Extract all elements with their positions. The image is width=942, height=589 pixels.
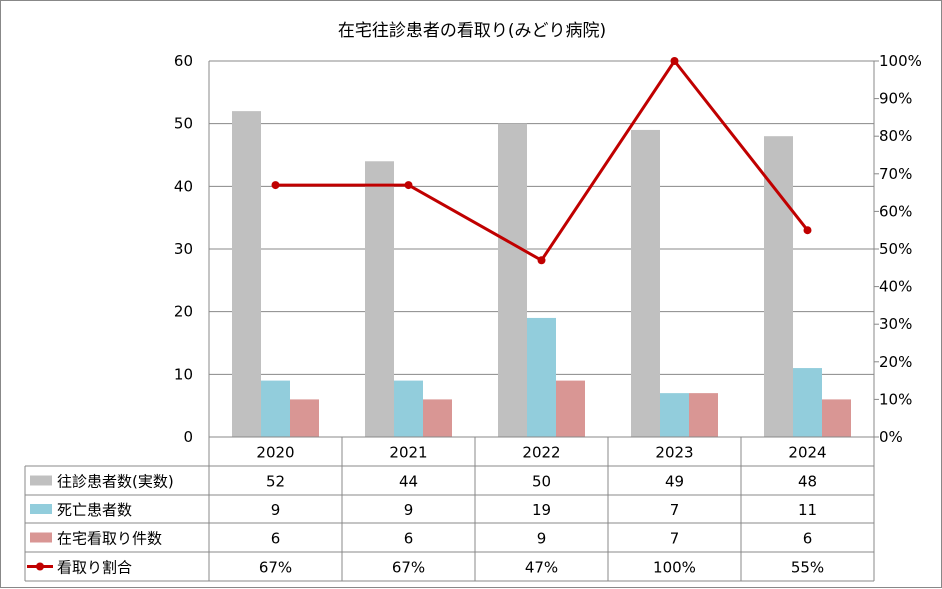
table-cell-value: 9: [404, 501, 414, 519]
table-cell-value: 19: [532, 501, 551, 519]
y-left-tick-label: 50: [174, 115, 193, 133]
bar-死亡患者数-2024: [793, 368, 822, 437]
category-label: 2022: [522, 444, 560, 462]
table-cell-value: 44: [399, 473, 418, 491]
ratio-line-path: [275, 59, 809, 262]
y-right-tick-label: 10%: [879, 390, 912, 408]
table-cell-value: 47%: [525, 559, 558, 577]
legend-key-marker: [36, 562, 44, 571]
bar-往診患者数(実数)-2021: [365, 161, 394, 437]
ratio-point-2020: [271, 181, 280, 190]
y-right-tick-label: 0%: [879, 428, 903, 446]
table-cell-value: 9: [537, 530, 547, 548]
table-cell-value: 55%: [791, 559, 824, 577]
legend-key-死亡患者数: [30, 504, 52, 514]
y-right-tick-label: 50%: [879, 240, 912, 258]
table-cell-value: 7: [670, 530, 680, 548]
chart-title: 在宅往診患者の看取り(みどり病院): [338, 21, 606, 41]
bar-往診患者数(実数)-2022: [498, 123, 527, 438]
ratio-point-2022: [537, 256, 546, 265]
axes: 0 10 20 30 40 50 60 0% 10% 20% 30% 40% 50% 60% 70% 80% 9…: [174, 52, 922, 446]
legend-key-往診患者数(実数): [30, 475, 52, 486]
ratio-line: [271, 57, 812, 265]
bar-在宅看取り件数-2021: [423, 399, 452, 437]
table-cell-value: 50: [532, 473, 551, 491]
category-label: 2024: [788, 444, 826, 462]
y-right-tick-label: 20%: [879, 353, 912, 371]
bars: [232, 111, 851, 438]
y-left-tick-label: 60: [174, 52, 193, 70]
y-left-tick-label: 40: [174, 177, 193, 195]
ratio-point-2023: [670, 57, 679, 65]
ratio-point-2021: [404, 181, 413, 190]
legend-label: 看取り割合: [57, 559, 132, 577]
table-cell-value: 67%: [259, 559, 292, 577]
y-left-tick-label: 10: [174, 365, 193, 383]
y-right-tick-label: 80%: [879, 127, 912, 145]
bar-在宅看取り件数-2020: [290, 399, 319, 437]
y-right-tick-label: 40%: [879, 278, 912, 296]
category-label: 2023: [655, 444, 693, 462]
y-right-tick-label: 90%: [879, 90, 912, 108]
y-left-tick-label: 20: [174, 303, 193, 321]
table-cell-value: 11: [798, 501, 817, 519]
bar-在宅看取り件数-2022: [556, 380, 585, 437]
ratio-point-2024: [803, 226, 812, 235]
bar-死亡患者数-2023: [660, 393, 689, 437]
y-left-tick-label: 30: [174, 240, 193, 258]
y-right-tick-label: 60%: [879, 202, 912, 220]
y-right-tick-label: 100%: [879, 52, 922, 70]
table-cell-value: 67%: [392, 559, 425, 577]
bar-死亡患者数-2020: [261, 380, 290, 437]
table-cell-value: 48: [798, 473, 817, 491]
y-left-tick-label: 0: [183, 428, 193, 446]
category-label: 2021: [389, 444, 427, 462]
table-cell-value: 6: [271, 530, 281, 548]
table-cell-value: 52: [266, 473, 285, 491]
bar-往診患者数(実数)-2020: [232, 111, 261, 437]
table-cell-value: 100%: [653, 559, 696, 577]
bar-往診患者数(実数)-2024: [764, 136, 793, 437]
table-cell-value: 6: [404, 530, 414, 548]
table-cell-value: 9: [271, 501, 281, 519]
legend-key-在宅看取り件数: [30, 532, 52, 543]
table-cell-value: 49: [665, 473, 684, 491]
data-table: 2020 2021 2022 2023 2024 往診患者数(実数) 52 44 50 49 48 死…: [24, 436, 875, 582]
bar-死亡患者数-2022: [527, 317, 556, 437]
bar-在宅看取り件数-2024: [822, 399, 851, 437]
table-cell-value: 7: [670, 501, 680, 519]
legend-label: 在宅看取り件数: [57, 530, 162, 548]
bar-往診患者数(実数)-2023: [631, 129, 660, 437]
y-right-tick-label: 70%: [879, 165, 912, 183]
table-cell-value: 6: [803, 530, 813, 548]
bar-死亡患者数-2021: [394, 380, 423, 437]
category-label: 2020: [256, 444, 294, 462]
y-right-tick-label: 30%: [879, 315, 912, 333]
legend-label: 死亡患者数: [57, 501, 132, 519]
bar-在宅看取り件数-2023: [689, 393, 718, 437]
legend-label: 往診患者数(実数): [57, 473, 174, 491]
